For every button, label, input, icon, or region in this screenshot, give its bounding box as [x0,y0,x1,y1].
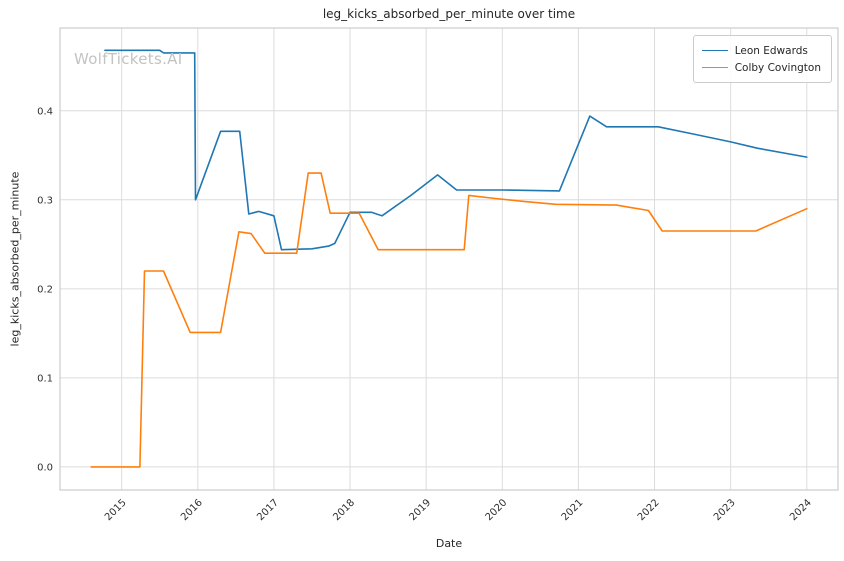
legend-line-sample-blue [701,50,728,51]
x-tick-label: 2016 [179,497,205,523]
y-tick-label: 0.3 [37,195,53,206]
legend-label: Colby Covington [734,61,821,74]
x-tick-label: 2019 [408,497,434,523]
x-tick-label: 2022 [636,497,662,523]
plot-frame [59,27,839,491]
x-axis-label: Date [435,537,463,550]
legend: Leon Edwards Colby Covington [692,35,832,83]
x-tick-label: 2021 [560,497,586,523]
x-tick-label: 2017 [255,497,281,523]
x-tick-label: 2015 [103,497,129,523]
x-tick-label: 2018 [331,497,357,523]
watermark: WolfTickets.AI [74,50,183,68]
y-tick-label: 0.1 [37,373,53,384]
legend-item-leon-edwards: Leon Edwards [701,42,821,59]
legend-item-colby-covington: Colby Covington [701,59,821,76]
y-tick-label: 0.0 [37,462,53,473]
series-line-colby-covington [90,172,808,468]
plot-background [60,28,838,490]
series-line-leon-edwards [104,49,808,251]
y-axis-label: leg_kicks_absorbed_per_minute [8,171,22,347]
y-tick-label: 0.4 [37,106,53,117]
legend-line-sample-orange [701,67,728,68]
y-tick-label: 0.2 [37,284,53,295]
legend-label: Leon Edwards [734,44,808,57]
x-tick-label: 2020 [484,497,510,523]
x-tick-label: 2023 [712,497,738,523]
chart-title: leg_kicks_absorbed_per_minute over time [322,7,576,21]
x-tick-label: 2024 [788,497,814,523]
